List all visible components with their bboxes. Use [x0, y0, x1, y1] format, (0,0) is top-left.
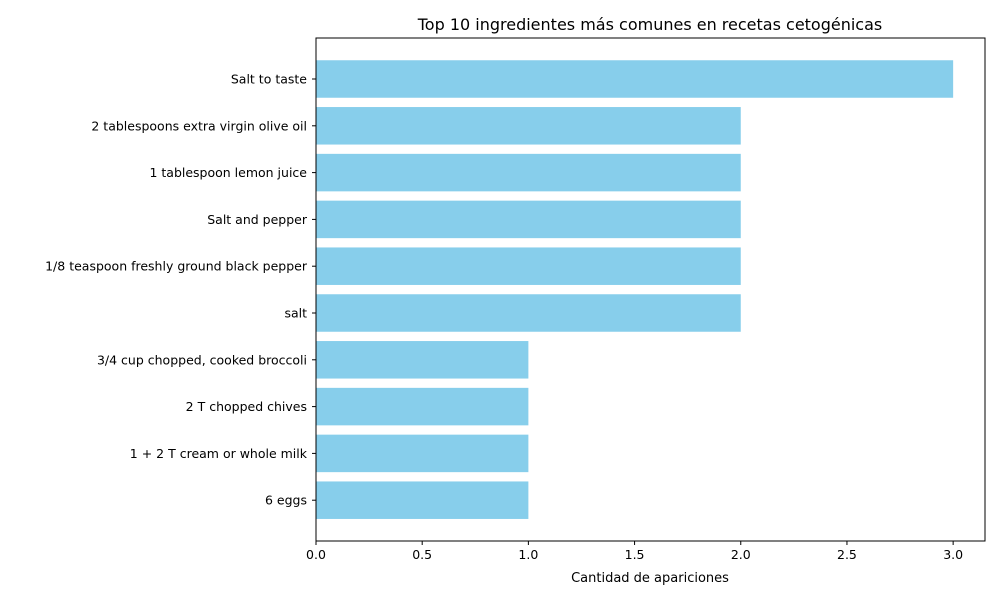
bar [316, 153, 741, 192]
axes-frame [315, 37, 986, 542]
bars-group [316, 60, 954, 519]
bar [316, 294, 741, 332]
bar [316, 481, 529, 519]
bar [316, 200, 741, 239]
y-tick-label: 2 tablespoons extra virgin olive oil [91, 118, 307, 133]
x-tick-label: 3.0 [943, 547, 963, 562]
x-axis-label: Cantidad de apariciones [571, 571, 729, 586]
bar [316, 60, 954, 98]
y-axis-ticks: Salt to taste 2 tablespoons extra virgin … [45, 72, 316, 508]
chart-title: Top 10 ingredientes más comunes en recet… [417, 15, 883, 34]
y-tick-label: Salt to taste [231, 72, 307, 87]
y-tick-label: 1 + 2 T cream or whole milk [130, 446, 308, 461]
x-tick-label: 1.0 [518, 547, 538, 562]
y-tick-label: 3/4 cup chopped, cooked broccoli [97, 352, 307, 367]
x-tick-label: 0.0 [306, 547, 326, 562]
y-tick-label: Salt and pepper [207, 212, 308, 227]
bar [316, 387, 529, 426]
x-tick-label: 0.5 [412, 547, 432, 562]
x-axis-ticks: 0.0 0.5 1.0 1.5 2.0 2.5 3.0 [306, 541, 963, 562]
plot-frame [315, 37, 986, 542]
y-tick-label: 2 T chopped chives [186, 399, 307, 414]
y-tick-label: 1/8 teaspoon freshly ground black pepper [45, 259, 308, 274]
bar [316, 341, 529, 379]
x-tick-label: 1.5 [625, 547, 645, 562]
y-tick-label: salt [284, 306, 307, 321]
x-tick-label: 2.5 [837, 547, 857, 562]
bar [316, 107, 741, 145]
y-tick-label: 1 tablespoon lemon juice [149, 165, 307, 180]
bar [316, 434, 529, 473]
x-tick-label: 2.0 [731, 547, 751, 562]
bar [316, 247, 741, 285]
y-tick-label: 6 eggs [265, 493, 307, 508]
